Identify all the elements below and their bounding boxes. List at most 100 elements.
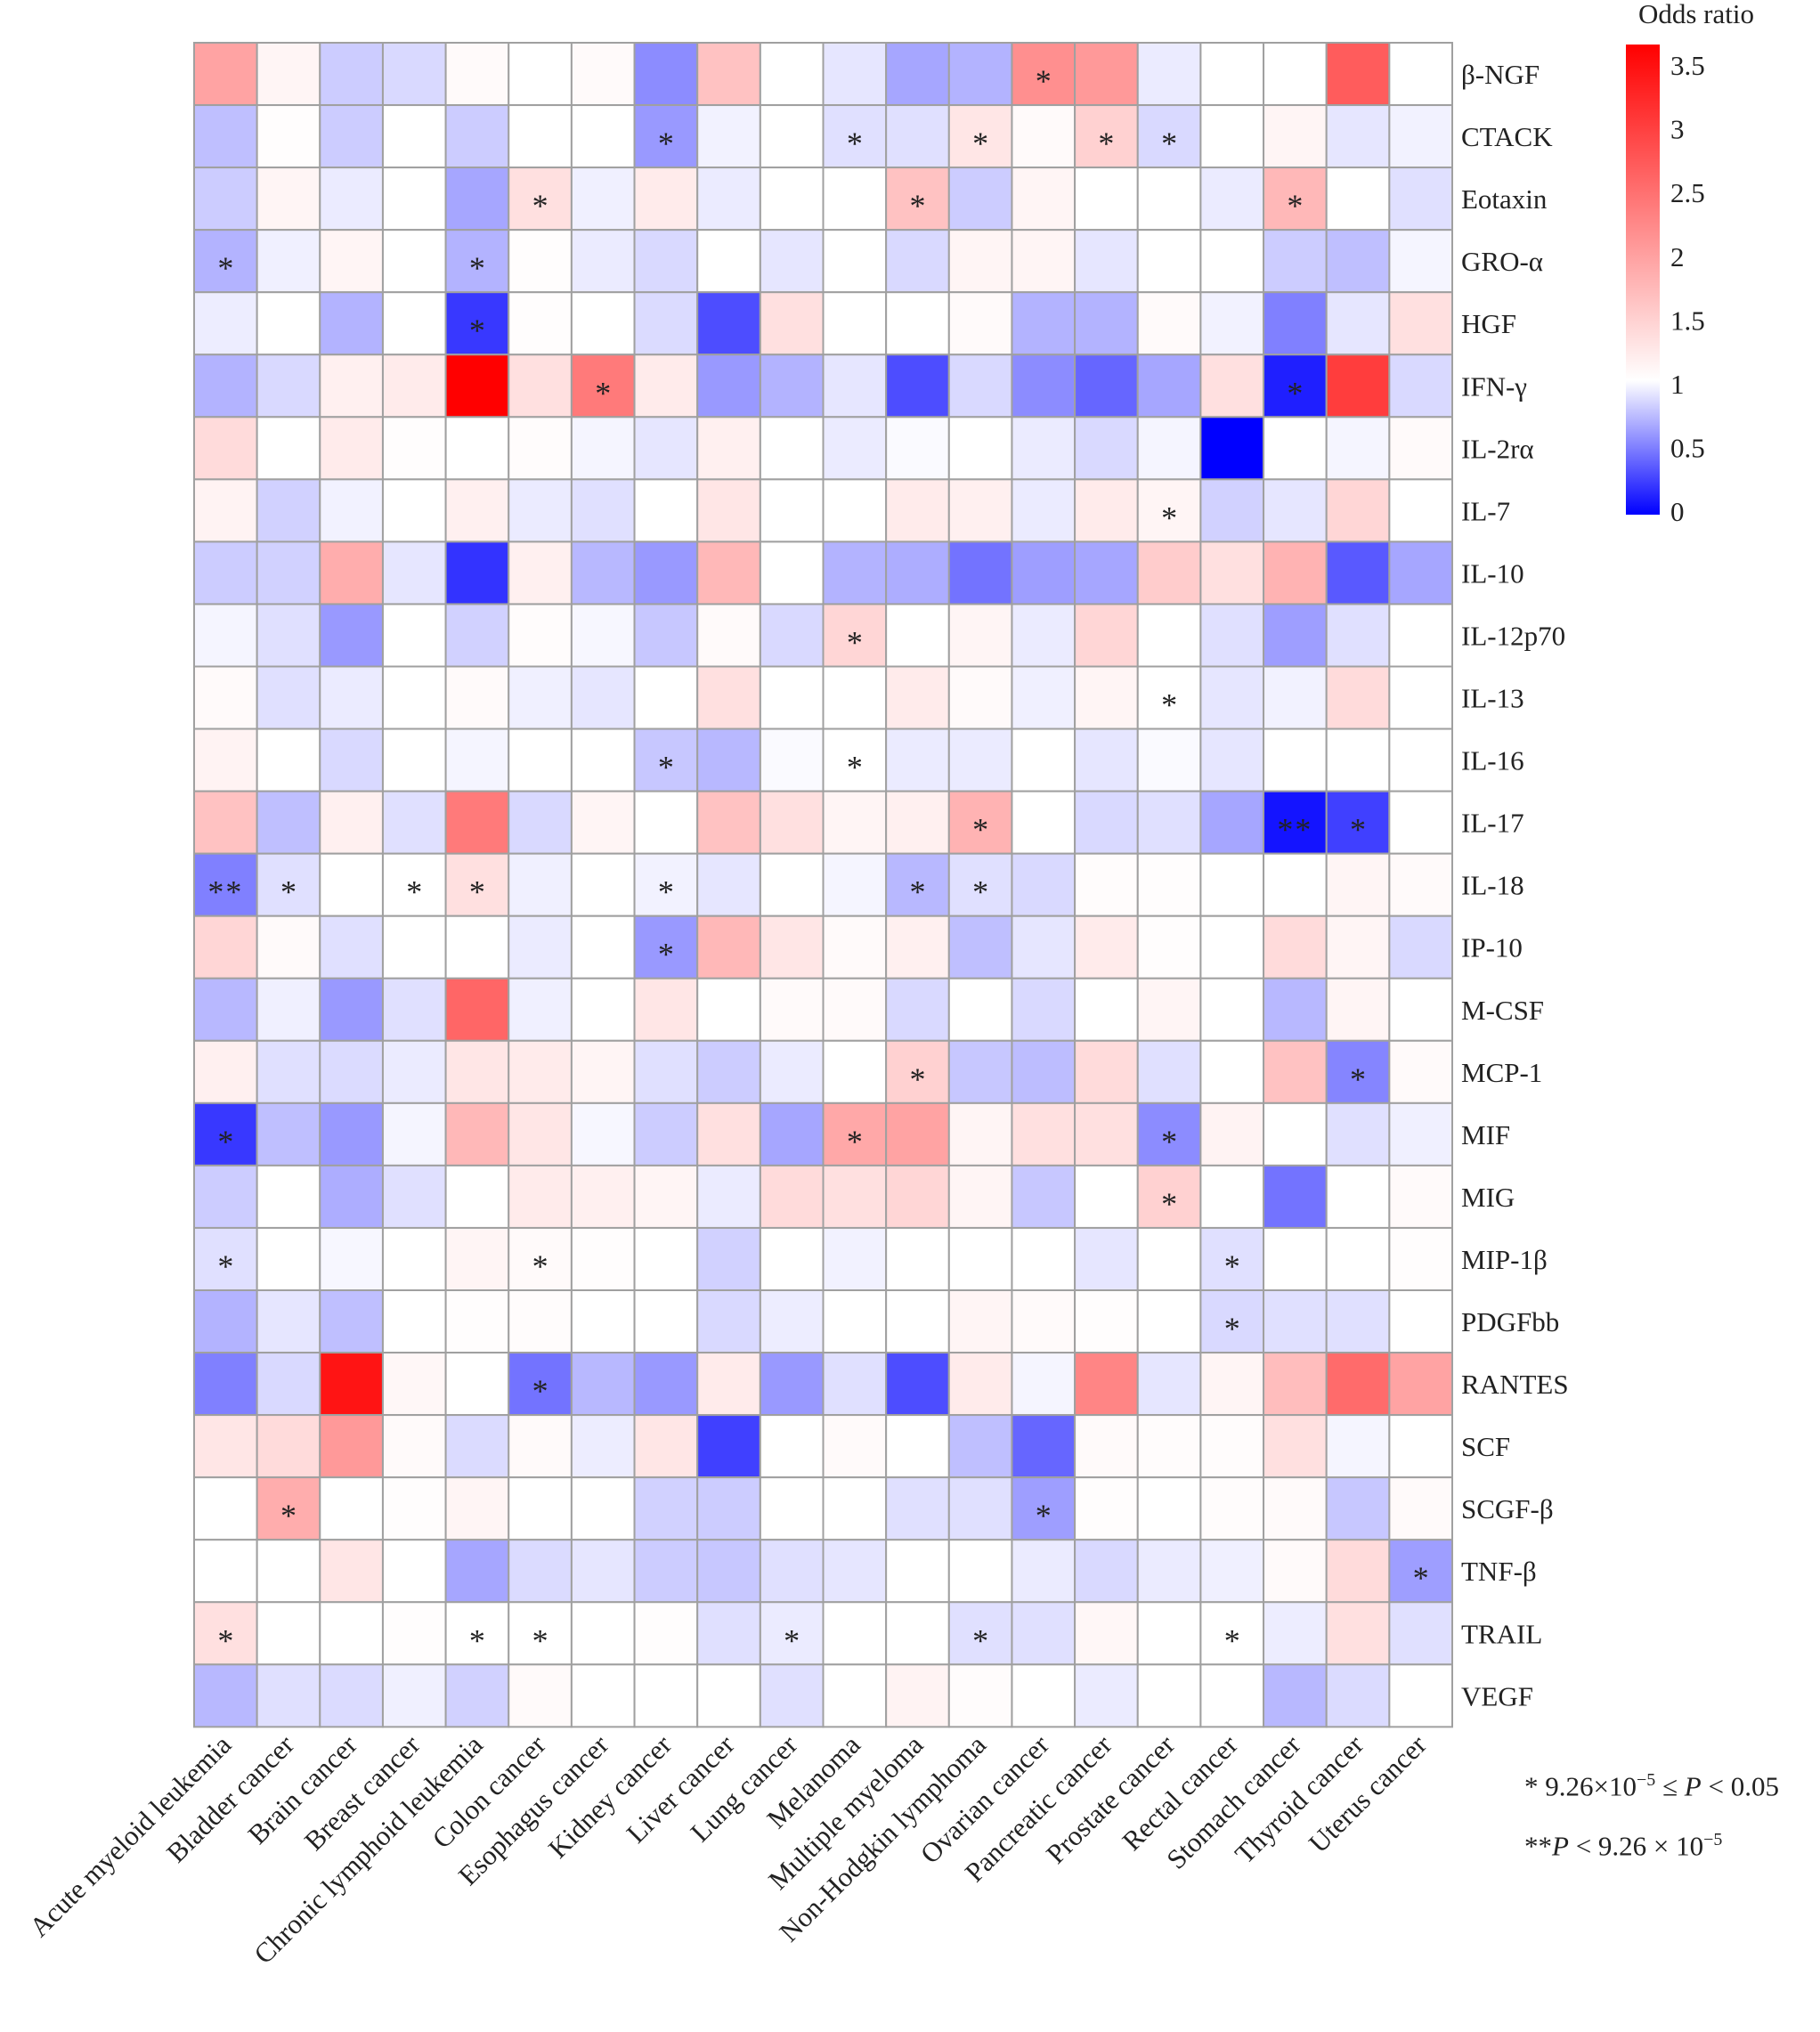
heatmap-cell [1263, 1352, 1328, 1417]
heatmap-cell [1199, 291, 1265, 356]
y-tick-label: IL-2rα [1461, 433, 1534, 464]
heatmap-cell [1388, 790, 1453, 855]
heatmap-cell [256, 42, 321, 107]
heatmap-cell [1388, 478, 1453, 543]
legend-tick-label: 3.5 [1670, 50, 1705, 81]
heatmap-cell [885, 1289, 950, 1354]
heatmap-cell [1263, 478, 1328, 543]
heatmap-cell [1074, 1414, 1139, 1479]
significance-mark: * [1098, 126, 1114, 161]
heatmap-cell [1074, 790, 1139, 855]
heatmap-cell [885, 291, 950, 356]
heatmap-cell [193, 1539, 258, 1604]
heatmap-cell [633, 229, 699, 294]
heatmap-cell [822, 167, 888, 232]
heatmap-cell [696, 291, 761, 356]
heatmap-cell [444, 478, 510, 543]
heatmap-cell [696, 229, 761, 294]
heatmap-cell [319, 790, 384, 855]
heatmap-cell [508, 1601, 573, 1666]
y-tick-label: SCF [1461, 1431, 1510, 1462]
heatmap-cell [1388, 1101, 1453, 1166]
significance-mark: * [532, 1373, 548, 1409]
legend-tick-label: 3 [1670, 114, 1685, 145]
heatmap-cell [1011, 1039, 1077, 1104]
heatmap-cell [1011, 1539, 1077, 1604]
heatmap-cell [193, 727, 258, 792]
heatmap-cell [570, 291, 636, 356]
heatmap-cell [1325, 914, 1391, 979]
heatmap-cell [381, 1101, 447, 1166]
heatmap-cell [947, 1601, 1013, 1666]
heatmap-cell [947, 977, 1013, 1042]
heatmap-cell [885, 354, 950, 419]
heatmap-cell [1011, 790, 1077, 855]
significance-mark: * [595, 375, 611, 410]
heatmap-cell [319, 229, 384, 294]
heatmap-cell [381, 1601, 447, 1666]
heatmap-cell [508, 1539, 573, 1604]
significance-mark: * [217, 1124, 233, 1159]
heatmap-cell [759, 914, 825, 979]
heatmap-cell [759, 1601, 825, 1666]
heatmap-cell [1074, 1663, 1139, 1728]
heatmap-cell [947, 1352, 1013, 1417]
heatmap-cell [570, 1101, 636, 1166]
heatmap-cell [1325, 354, 1391, 419]
heatmap-cell [570, 541, 636, 606]
heatmap-cell [759, 291, 825, 356]
heatmap-cell [1325, 727, 1391, 792]
heatmap-cell [1199, 1039, 1265, 1104]
heatmap-cell [947, 914, 1013, 979]
heatmap-cell [759, 1226, 825, 1291]
heatmap-cell [759, 1352, 825, 1417]
heatmap-cell [193, 416, 258, 481]
heatmap-cell [759, 104, 825, 169]
significance-mark: * [658, 874, 674, 910]
heatmap-cell [381, 541, 447, 606]
heatmap-cell [822, 1539, 888, 1604]
heatmap-cell [696, 852, 761, 917]
significance-mark: * [1161, 1124, 1177, 1159]
heatmap-cell [1011, 914, 1077, 979]
heatmap-cell [633, 42, 699, 107]
significance-mark: * [784, 1622, 800, 1658]
heatmap-cell [885, 1539, 950, 1604]
heatmap-cell [822, 665, 888, 730]
heatmap-cell [1136, 727, 1202, 792]
heatmap-cell [1388, 977, 1453, 1042]
heatmap-cell [1199, 727, 1265, 792]
heatmap-cell [1011, 852, 1077, 917]
heatmap-cell [633, 1476, 699, 1541]
heatmap-cell [193, 977, 258, 1042]
heatmap-cell [381, 167, 447, 232]
heatmap-cell [1074, 1601, 1139, 1666]
heatmap-cell [885, 852, 950, 917]
y-tick-label: GRO-α [1461, 246, 1543, 277]
legend-tick-label: 2.5 [1670, 177, 1705, 208]
heatmap-cell [759, 1414, 825, 1479]
heatmap-cell [633, 1101, 699, 1166]
heatmap-cell [508, 1101, 573, 1166]
heatmap-cell [1388, 104, 1453, 169]
heatmap-cell [256, 104, 321, 169]
heatmap-cell [1325, 229, 1391, 294]
heatmap-cell [885, 665, 950, 730]
heatmap-cell [570, 104, 636, 169]
heatmap-cell [256, 1539, 321, 1604]
heatmap-cell [381, 1352, 447, 1417]
legend-title: Odds ratio [1638, 0, 1754, 29]
heatmap-cell [381, 727, 447, 792]
heatmap-cell [696, 790, 761, 855]
heatmap-cell [256, 1289, 321, 1354]
heatmap-cell [1325, 541, 1391, 606]
heatmap-cell [508, 1289, 573, 1354]
heatmap-cell [1199, 914, 1265, 979]
heatmap-cell [822, 1289, 888, 1354]
heatmap-cell [759, 42, 825, 107]
significance-mark: * [972, 126, 988, 161]
heatmap-cell [1074, 167, 1139, 232]
significance-mark: ** [1277, 812, 1312, 848]
significance-mark: * [280, 1498, 297, 1533]
heatmap-cell [319, 1476, 384, 1541]
